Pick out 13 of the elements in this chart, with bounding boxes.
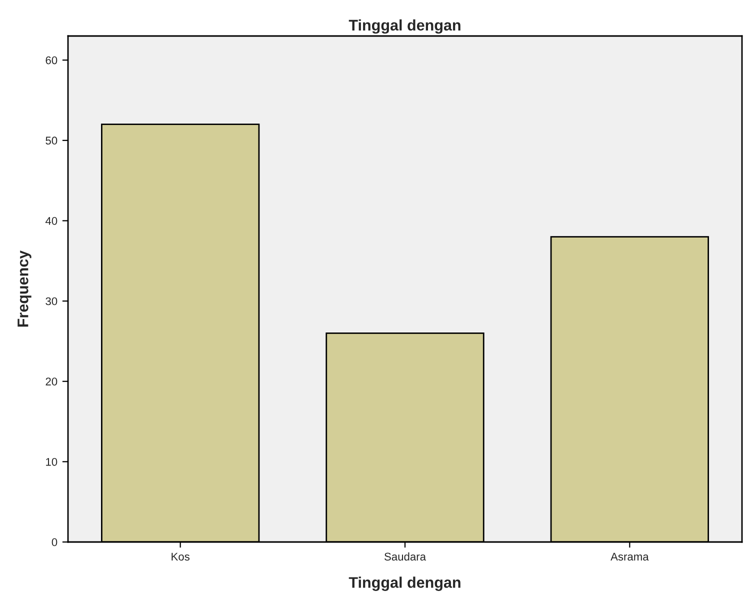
x-axis-title: Tinggal dengan [348, 576, 460, 591]
chart-title: Tinggal dengan [348, 19, 460, 34]
y-axis-title: Frequency [18, 250, 32, 327]
y-tick-label: 10 [46, 458, 58, 466]
y-tick-label: 40 [45, 217, 58, 225]
y-tick-label: 60 [46, 56, 58, 64]
y-tick-label: 50 [46, 136, 58, 145]
y-tick-label: 30 [46, 297, 58, 306]
y-tick-label: 0 [52, 538, 58, 546]
x-tick-label: Saudara [384, 552, 426, 561]
y-tick-label: 20 [46, 378, 58, 386]
x-tick-label: Asrama [610, 552, 649, 561]
x-tick-label: Kos [172, 552, 190, 561]
